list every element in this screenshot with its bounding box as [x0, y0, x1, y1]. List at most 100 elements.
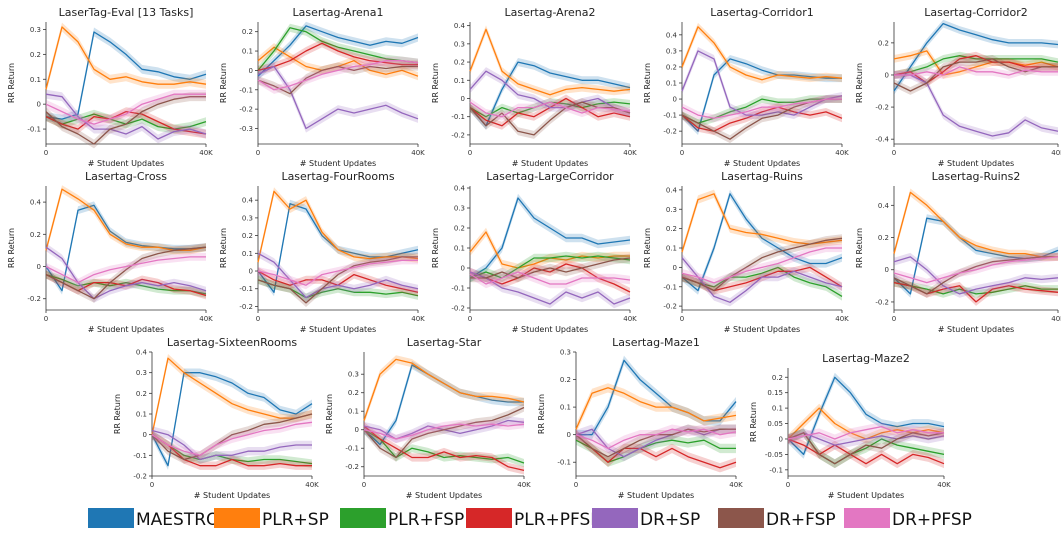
y-tick-label: 0.1 — [666, 80, 677, 88]
series-band-dr-sp — [682, 47, 842, 119]
chart-panel: Lasertag-Arena2 -0.2 -0.1 0 0.1 0.2 0.3 0.4 0 40K… — [431, 6, 637, 168]
chart-grid: LaserTag-Eval [13 Tasks] -0.1 0 0.1 0.2 0.3 0 4… — [7, 6, 1061, 500]
legend-label: PLR+FSP — [388, 510, 464, 530]
y-tick-label: 0.4 — [242, 197, 254, 205]
x-tick-label: 0 — [892, 149, 896, 157]
y-tick-label: -0.1 — [345, 445, 359, 453]
y-tick-label: -0.1 — [663, 112, 677, 120]
x-tick-label: 40K — [623, 315, 637, 323]
series-band-dr-sp — [46, 243, 206, 303]
series-band-dr-pfsp — [894, 63, 1058, 79]
series-band-plr-sp — [470, 227, 630, 273]
y-tick-label: -0.2 — [663, 303, 677, 311]
legend-label: PLR+SP — [262, 510, 329, 530]
series-line-plr-sp — [151, 357, 313, 435]
y-tick-label: 0 — [673, 264, 677, 272]
series-line-dr-pfsp — [575, 428, 737, 450]
series-line-dr-sp — [151, 429, 312, 461]
x-tick-label: 40K — [835, 149, 849, 157]
y-tick-label: 0 — [779, 435, 783, 443]
chart-title: Lasertag-Ruins — [721, 170, 803, 183]
y-tick-label: 0.3 — [560, 349, 571, 357]
series-line-maestro — [576, 359, 737, 436]
y-axis-label: RR Return — [855, 228, 864, 268]
series-band-plr-sp — [894, 188, 1058, 261]
x-tick-label: 0 — [680, 315, 684, 323]
series-line-plr-pfsp — [151, 434, 312, 467]
series-line-dr-sp — [681, 257, 843, 303]
y-tick-label: -0.2 — [133, 473, 147, 481]
series-line-plr-sp — [575, 387, 737, 430]
y-tick-label: 0.1 — [136, 411, 147, 419]
legend-label: PLR+PFSP — [514, 510, 601, 530]
series-line-dr-pfsp — [681, 247, 842, 284]
series-line-dr-pfsp — [893, 256, 1059, 284]
series-band-plr-fsp — [152, 430, 312, 468]
y-tick-label: 0.3 — [454, 205, 465, 213]
legend-swatch — [88, 508, 134, 528]
series-band-plr-pfsp — [152, 430, 312, 470]
series-band-dr-pfsp — [682, 95, 842, 123]
x-tick-label: 40K — [623, 149, 637, 157]
series-band-dr-sp — [682, 253, 842, 307]
y-tick-label: 0.15 — [767, 389, 783, 397]
series-line-dr-pfsp — [469, 101, 631, 118]
series-band-maestro — [46, 201, 206, 295]
y-tick-label: -0.1 — [133, 452, 147, 460]
y-axis-label: RR Return — [855, 63, 864, 103]
series-line-plr-sp — [893, 191, 1058, 258]
y-axis-label: RR Return — [219, 228, 228, 268]
series-line-dr-pfsp — [151, 421, 313, 456]
series-band-maestro — [46, 27, 206, 124]
series-line-maestro — [893, 22, 1059, 92]
y-tick-label: -0.1 — [239, 285, 253, 293]
chart-panel: Lasertag-Star -0.2 -0.1 0 0.1 0.2 0.3 0 40K # Stu… — [325, 336, 531, 500]
series-band-plr-sp — [152, 354, 312, 439]
series-band-plr-pfsp — [470, 259, 630, 297]
chart-title: Lasertag-Maze1 — [612, 336, 700, 349]
chart-panel: Lasertag-SixteenRooms -0.2 -0.1 0 0.1 0.2 0.3 0… — [113, 336, 319, 500]
y-tick-label: 0.2 — [666, 63, 677, 71]
series-band-plr-sp — [258, 187, 418, 267]
y-axis-label: RR Return — [431, 63, 440, 103]
x-axis-label: # Student Updates — [512, 159, 588, 168]
series-band-maestro — [682, 55, 842, 135]
y-tick-label: 0 — [249, 67, 253, 75]
y-tick-label: -0.1 — [239, 86, 253, 94]
y-tick-label: 0.4 — [30, 199, 42, 207]
series-band-plr-sp — [46, 22, 206, 94]
series-line-dr-fsp — [787, 432, 945, 465]
series-line-maestro — [787, 376, 945, 456]
chart-panel: LaserTag-Eval [13 Tasks] -0.1 0 0.1 0.2 0.3 0 4… — [7, 6, 213, 168]
x-axis-label: # Student Updates — [724, 159, 800, 168]
series-line-plr-sp — [681, 26, 843, 81]
x-tick-label: 40K — [199, 315, 213, 323]
x-axis-label: # Student Updates — [194, 491, 270, 500]
y-tick-label: 0 — [37, 263, 41, 271]
chart-title: Lasertag-Star — [407, 336, 482, 349]
y-tick-label: 0.4 — [454, 22, 466, 30]
x-axis-label: # Student Updates — [88, 325, 164, 334]
series-band-dr-pfsp — [576, 424, 736, 454]
series-band-maestro — [682, 189, 842, 295]
series-line-plr-pfsp — [469, 263, 631, 293]
y-tick-label: 0.4 — [136, 349, 148, 357]
series-band-plr-pfsp — [894, 278, 1058, 306]
chart-panel: Lasertag-Arena1 -0.3 -0.2 -0.1 0 0.1 0.2 0 40K # … — [219, 6, 425, 168]
series-band-plr-pfsp — [364, 421, 524, 475]
series-line-plr-pfsp — [893, 55, 1058, 84]
y-tick-label: 0.2 — [348, 389, 359, 397]
x-tick-label: 0 — [680, 149, 684, 157]
x-axis-label: # Student Updates — [938, 325, 1014, 334]
chart-panel: Lasertag-Corridor2 -0.4 -0.2 0 0.2 0 40K # Stud… — [855, 6, 1061, 168]
series-band-dr-sp — [152, 426, 312, 464]
series-band-plr-sp — [576, 383, 736, 434]
y-tick-label: -0.2 — [27, 295, 41, 303]
series-band-plr-fsp — [894, 278, 1058, 298]
series-line-maestro — [257, 25, 419, 77]
series-line-plr-fsp — [681, 98, 842, 124]
y-tick-label: 0.2 — [772, 374, 783, 382]
series-band-maestro — [576, 355, 736, 440]
chart-title: Lasertag-LargeCorridor — [486, 170, 614, 183]
y-tick-label: -0.2 — [239, 106, 253, 114]
